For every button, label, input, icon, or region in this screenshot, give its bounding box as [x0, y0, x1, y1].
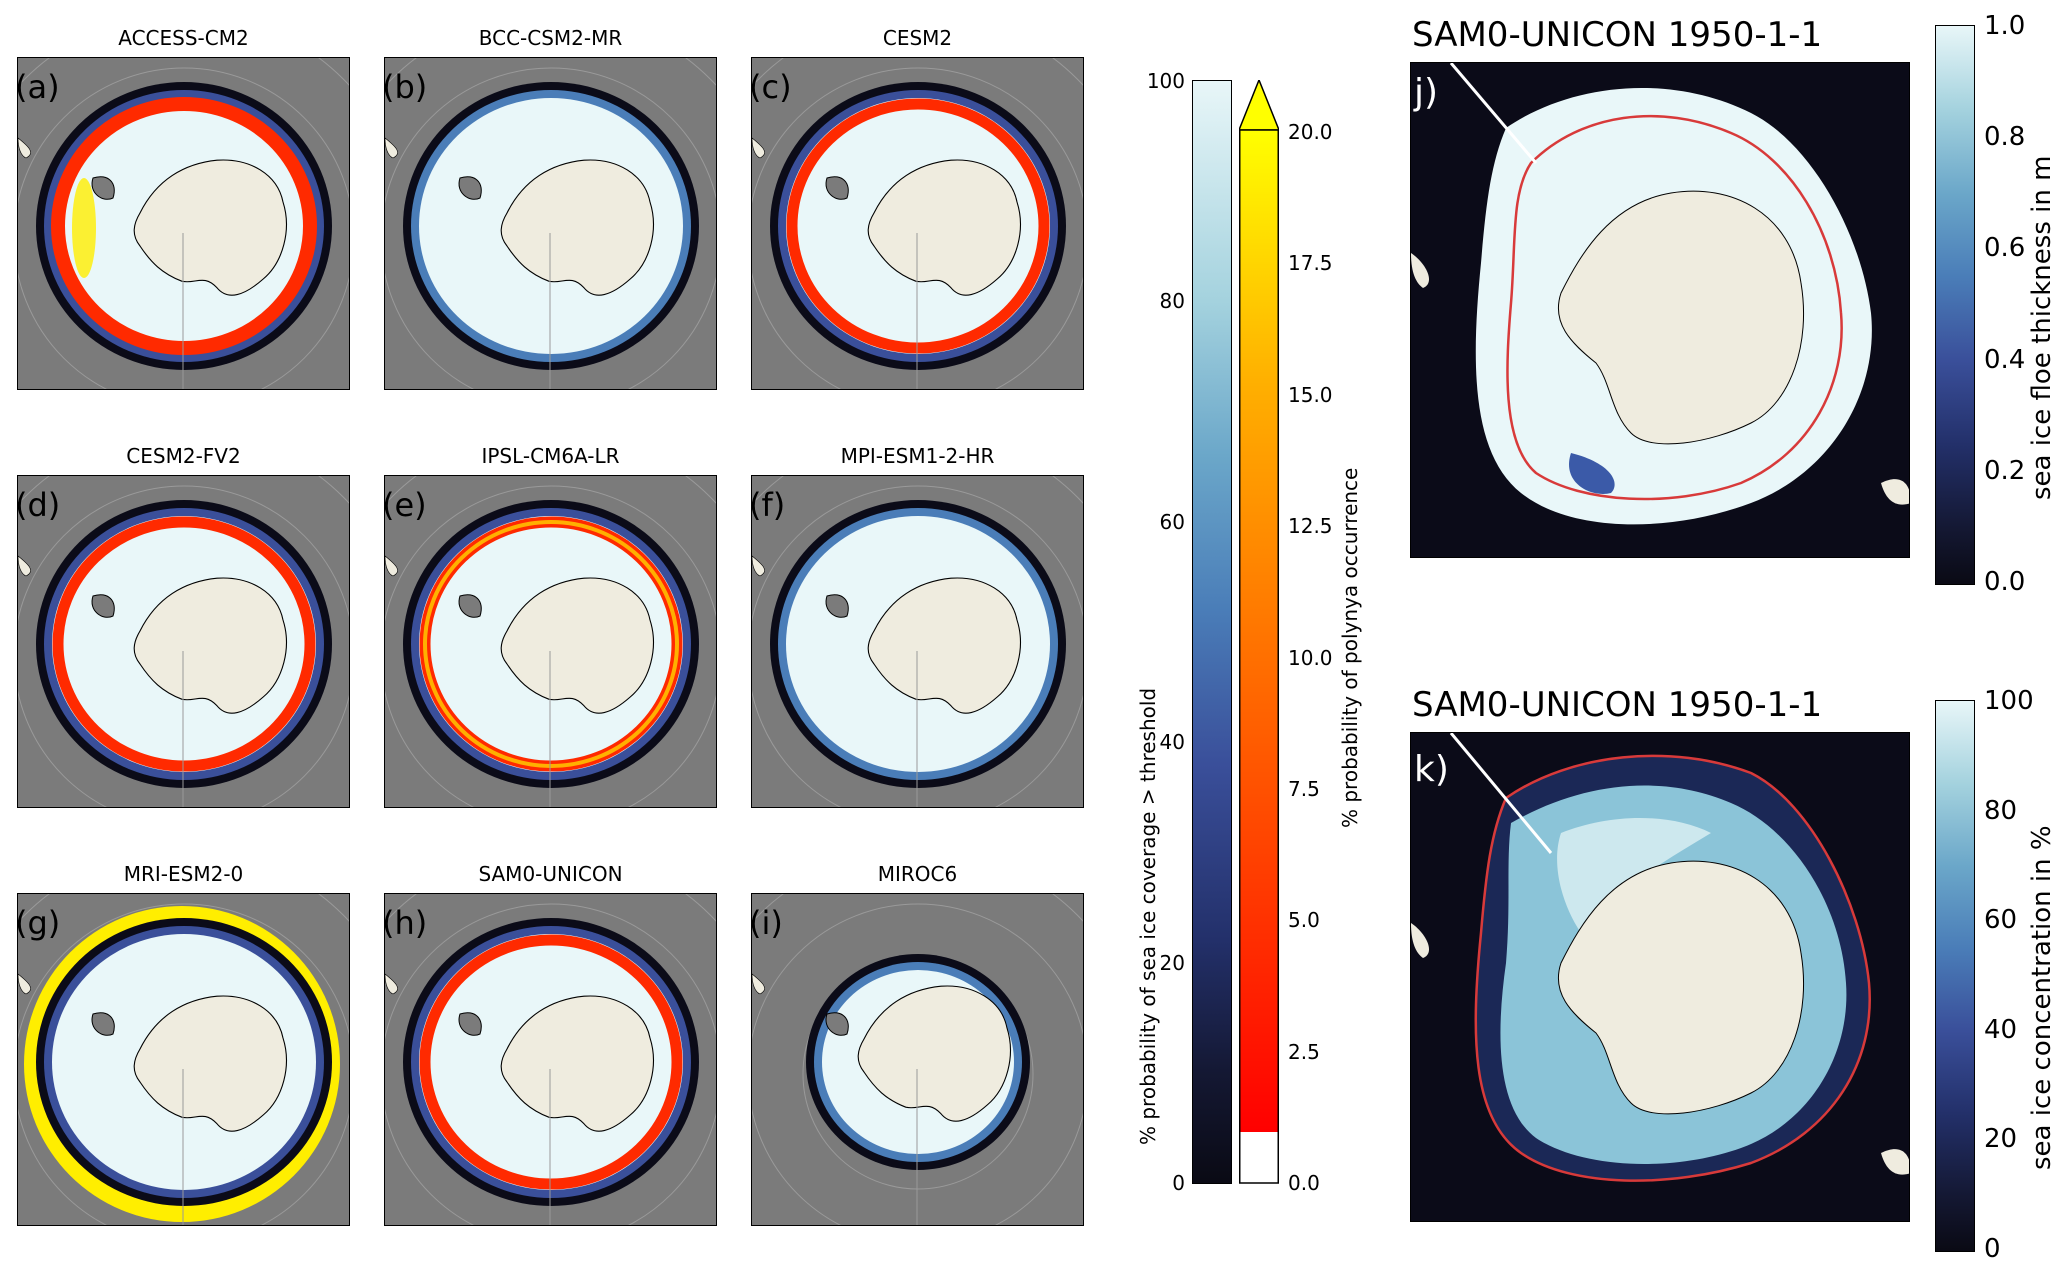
panel-title: BCC-CSM2-MR — [478, 26, 623, 50]
panel-svg — [18, 58, 349, 389]
polynya-cbar-tick: 2.5 — [1288, 1039, 1320, 1064]
ice-cbar-tick: 0 — [1172, 1171, 1185, 1195]
polynya-cbar-tick: 7.5 — [1288, 776, 1320, 801]
panel-title: ACCESS-CM2 — [118, 26, 249, 50]
panel-svg — [18, 476, 349, 807]
panel-j-white-line — [1449, 63, 1538, 164]
concentration-cbar-tick: 20 — [1984, 1124, 2018, 1155]
panel-title: MPI-ESM1-2-HR — [840, 444, 995, 468]
panel-title: SAM0-UNICON — [478, 862, 623, 886]
ice-cbar-tick: 100 — [1146, 69, 1185, 93]
thickness-cbar-tick: 0.6 — [1984, 233, 2026, 264]
concentration-cbar-tick: 60 — [1984, 905, 2018, 936]
polynya-cbar-tick: 17.5 — [1288, 251, 1333, 276]
panel-svg — [18, 894, 349, 1225]
panel-title: MRI-ESM2-0 — [123, 862, 244, 886]
panel-map — [751, 893, 1084, 1226]
panel-svg — [385, 894, 716, 1225]
panel-svg — [752, 894, 1083, 1225]
panel-letter: (d) — [15, 486, 61, 524]
panel-letter: (e) — [382, 486, 427, 524]
panel-k-map — [1410, 732, 1910, 1222]
concentration-cbar-label: sea ice concentration in % — [2027, 825, 2057, 1170]
panel-letter: (i) — [749, 904, 783, 942]
panel-svg — [752, 476, 1083, 807]
polynya-cbar-tick: 20.0 — [1288, 120, 1333, 144]
polynya-cbar-tick: 12.5 — [1288, 514, 1333, 539]
thickness-colorbar — [1935, 25, 1975, 585]
panel-title: CESM2-FV2 — [126, 444, 241, 468]
ice-cbar-tick: 60 — [1159, 509, 1185, 534]
ice-cbar-tick: 20 — [1159, 950, 1185, 975]
panel-letter: (f) — [749, 486, 786, 524]
panel-letter: (b) — [382, 68, 428, 106]
panel-map — [384, 893, 717, 1226]
thickness-cbar-tick: 0.2 — [1984, 455, 2026, 486]
panel-map — [384, 475, 717, 808]
panel-map — [751, 57, 1084, 390]
polynya-cbar-tick: 15.0 — [1288, 382, 1333, 407]
thickness-cbar-tick: 0.0 — [1984, 567, 2026, 597]
panel-map — [17, 475, 350, 808]
thickness-cbar-tick: 1.0 — [1984, 11, 2026, 41]
panel-letter: (g) — [15, 904, 61, 942]
panel-map — [17, 893, 350, 1226]
polynya-cbar-tick: 5.0 — [1288, 908, 1320, 933]
panel-svg — [385, 58, 716, 389]
panel-title: MIROC6 — [877, 862, 958, 886]
panel-letter: (c) — [749, 68, 792, 106]
panel-j-title: SAM0-UNICON 1950-1-1 — [1412, 15, 1823, 55]
ice-cbar-label: % probability of sea ice coverage > thre… — [1136, 687, 1160, 1145]
thickness-cbar-tick: 0.8 — [1984, 122, 2026, 153]
thickness-cbar-label: sea ice floe thickness in m — [2027, 155, 2057, 500]
polynya-cbar-tick: 0.0 — [1288, 1171, 1320, 1195]
panel-j-svg — [1411, 63, 1909, 525]
panel-k-title: SAM0-UNICON 1950-1-1 — [1412, 685, 1823, 725]
panel-k-white-line — [1449, 733, 1553, 854]
panel-letter: (h) — [382, 904, 428, 942]
panel-title: IPSL-CM6A-LR — [481, 444, 620, 468]
concentration-cbar-tick: 100 — [1984, 686, 2034, 716]
panel-title: CESM2 — [882, 26, 953, 50]
panel-k-letter: k) — [1414, 749, 1449, 790]
concentration-cbar-tick: 0 — [1984, 1234, 2001, 1264]
panel-map — [751, 475, 1084, 808]
concentration-cbar-tick: 80 — [1984, 795, 2018, 826]
thickness-cbar-tick: 0.4 — [1984, 344, 2026, 375]
concentration-cbar-tick: 40 — [1984, 1014, 2018, 1045]
polynya-cbar-tick: 10.0 — [1288, 645, 1333, 670]
ice-cbar-tick: 40 — [1159, 730, 1185, 755]
panel-svg — [385, 476, 716, 807]
panel-svg — [752, 58, 1083, 389]
panel-k-svg — [1411, 733, 1909, 1182]
ice-cbar-tick: 80 — [1159, 289, 1185, 314]
panel-j-letter: j) — [1414, 72, 1439, 113]
panel-map — [17, 57, 350, 390]
polynya-colorbar — [1237, 77, 1281, 1184]
panel-letter: (a) — [15, 68, 60, 106]
panel-map — [384, 57, 717, 390]
concentration-colorbar — [1935, 700, 1975, 1252]
polynya-cbar-label: % probability of polynya occurrence — [1338, 467, 1362, 828]
panel-j-map — [1410, 62, 1910, 558]
ice-probability-colorbar — [1192, 80, 1232, 1184]
